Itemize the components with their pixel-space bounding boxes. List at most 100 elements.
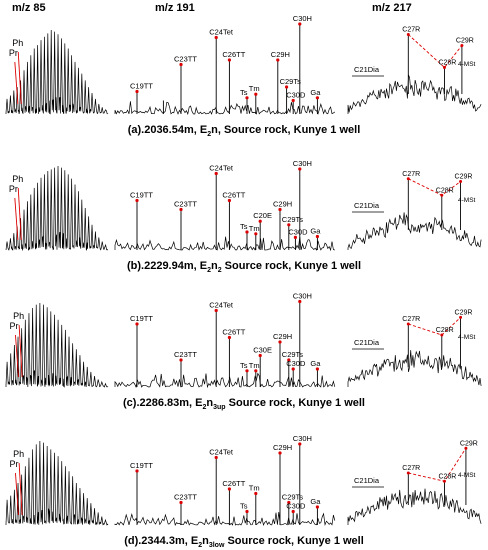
peak-marker (227, 335, 231, 340)
peak-label: C19TT (130, 191, 153, 200)
peak-label: C27R (402, 316, 420, 323)
peak-marker (287, 500, 291, 505)
peak-label: Pr (9, 48, 18, 58)
header-mz85: m/z 85 (12, 2, 46, 14)
peak-marker (17, 187, 22, 241)
peak-label: C28R (436, 187, 454, 194)
peak-marker (14, 197, 19, 241)
peak-label: C24Tet (209, 28, 234, 37)
peak-marker (278, 451, 282, 455)
peak-label: C24Tet (209, 448, 234, 457)
peak-label: Ts (240, 222, 248, 231)
peak-label: Tm (249, 224, 260, 233)
peak-label: C28R (438, 473, 456, 480)
peak-label: C29R (455, 309, 473, 316)
peak-marker (298, 167, 302, 171)
peak-label: Ph (12, 38, 23, 48)
peak-marker (135, 469, 139, 473)
peak-marker (179, 500, 183, 505)
mz217-trace: C21Dia C27R C28R C29R 4-MSt (347, 27, 482, 114)
peak-label: C29H (273, 200, 292, 209)
peak-label: C19TT (130, 314, 153, 323)
mz217-trace: C21Dia C27R C28R C29R 4-MSt (347, 440, 482, 525)
peak-marker (18, 462, 23, 516)
peak-marker (214, 35, 218, 40)
peak-marker (298, 22, 302, 26)
mz85-path (5, 302, 109, 388)
peak-marker (293, 235, 297, 239)
mz217-path (347, 74, 482, 114)
peak-label: Ph (12, 174, 23, 184)
peak-marker (179, 62, 183, 67)
peak-label: C23TT (174, 493, 197, 502)
peak-label: C29Ts (282, 350, 304, 359)
peak-label: C23TT (174, 350, 197, 359)
sterane-connector (408, 317, 461, 336)
peak-label: C30D (286, 502, 306, 511)
peak-label: C27R (402, 171, 420, 178)
peak-label: C21Dia (354, 201, 380, 210)
peak-marker (227, 198, 231, 203)
peak-label: C30D (288, 227, 308, 236)
peak-marker (254, 92, 258, 96)
peak-label: C19TT (130, 82, 153, 91)
peak-label: C21Dia (354, 65, 380, 74)
peak-label: Ga (310, 497, 321, 506)
peak-label: C30E (253, 346, 272, 355)
peak-label: C29H (273, 443, 292, 452)
peak-label: Pr (9, 321, 18, 331)
peak-label: Ts (240, 502, 248, 511)
peak-marker (254, 491, 258, 496)
peak-marker (285, 85, 289, 89)
panel-caption: (c).2286.83m, E2n3up Source rock, Kunye … (123, 397, 365, 412)
peak-label: Ga (310, 227, 321, 236)
peak-label: Tm (249, 484, 260, 493)
panel-caption: (a).2036.54m, E2n, Source rock, Kunye 1 … (127, 124, 361, 139)
peak-marker (258, 219, 262, 223)
peak-marker (135, 322, 139, 326)
mz217-trace: C21Dia C27R C28R C29R 4-MSt (347, 309, 482, 387)
peak-label: Pr (9, 459, 18, 469)
peak-marker (258, 353, 262, 358)
peak-marker (15, 472, 19, 516)
peak-marker (245, 230, 249, 234)
peak-label: C29H (271, 50, 290, 59)
peak-label: C26TT (222, 191, 245, 200)
peak-label: 4-MSt (458, 197, 476, 204)
peak-marker (278, 340, 282, 344)
peak-label: C29H (273, 332, 292, 341)
chromatogram-panel: Pr Ph C19TT C23TT C24Tet C26TT Ts Tm C30E C29H C29… (0, 287, 488, 395)
peak-label: C21Dia (354, 338, 380, 347)
mz217-path (347, 488, 482, 525)
peak-marker (245, 369, 249, 373)
sterane-connector (408, 178, 461, 196)
peak-marker (227, 58, 231, 62)
peak-marker (135, 89, 139, 94)
peak-marker (315, 505, 319, 509)
header-mz191: m/z 191 (155, 2, 195, 14)
mz191-noise (114, 512, 336, 527)
peak-label: C24Tet (209, 164, 234, 173)
peak-marker (214, 171, 218, 176)
peak-label: C21Dia (354, 476, 380, 485)
peak-marker (17, 51, 22, 105)
mz217-path (347, 212, 482, 250)
peak-marker (291, 509, 295, 514)
peak-marker (315, 234, 319, 239)
peak-label: C29Ts (282, 215, 304, 224)
peak-label: C30H (293, 292, 312, 301)
peak-marker (315, 367, 319, 371)
peak-label: Tm (249, 361, 260, 370)
peak-marker (214, 455, 218, 460)
peak-label: C19TT (130, 461, 153, 470)
peak-label: C27R (402, 465, 420, 472)
mz191-noise (114, 372, 336, 389)
